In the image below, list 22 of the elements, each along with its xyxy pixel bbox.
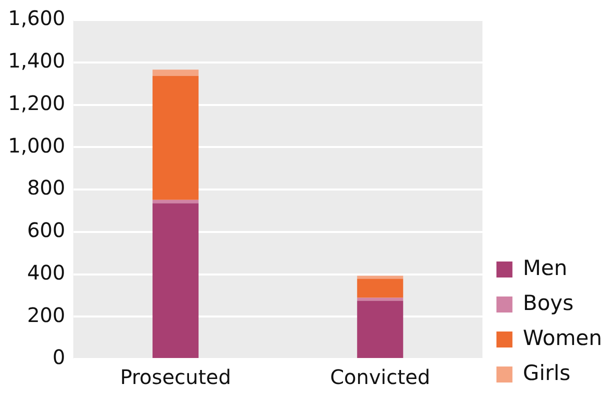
y-tick-label: 1,000	[8, 133, 66, 158]
y-tick-label: 1,400	[8, 48, 66, 73]
bar	[357, 300, 404, 358]
legend-label: Boys	[522, 290, 574, 315]
bar	[152, 203, 199, 358]
x-tick-label: Prosecuted	[120, 365, 232, 390]
bar	[152, 200, 199, 204]
bar	[152, 76, 199, 200]
y-tick-label: 0	[52, 345, 66, 370]
y-tick-label: 400	[27, 260, 66, 284]
legend-label: Girls	[522, 360, 570, 385]
y-tick-label: 800	[27, 176, 66, 200]
legend-label: Women	[522, 326, 602, 350]
bar	[357, 278, 404, 298]
bar	[357, 276, 404, 279]
bar	[152, 70, 199, 76]
y-tick-label: 1,200	[8, 90, 66, 115]
legend-label: Men	[522, 256, 568, 280]
y-tick-label: 200	[27, 302, 66, 327]
y-tick-label: 600	[27, 218, 66, 242]
x-tick-label: Convicted	[330, 365, 430, 390]
y-tick-label: 1,600	[8, 6, 66, 30]
